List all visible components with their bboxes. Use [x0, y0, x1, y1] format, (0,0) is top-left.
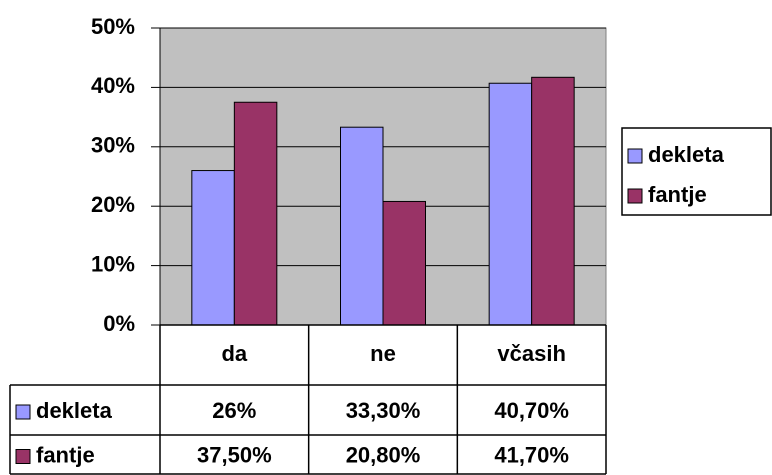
data-label: 37,50%	[197, 442, 272, 467]
y-tick-label: 20%	[91, 192, 135, 217]
legend-swatch	[15, 449, 31, 464]
y-tick-label: 0%	[103, 311, 135, 336]
legend-swatch	[627, 188, 643, 204]
bar	[531, 76, 575, 326]
legend-swatch	[15, 404, 31, 420]
row-label: fantje	[36, 442, 95, 467]
x-tick-label: včasih	[497, 341, 566, 366]
bar	[340, 126, 384, 326]
data-label: 26%	[212, 398, 256, 423]
data-label: 20,80%	[346, 442, 421, 467]
data-label: 40,70%	[494, 398, 569, 423]
y-tick-label: 50%	[91, 14, 135, 39]
y-tick-label: 40%	[91, 73, 135, 98]
data-label: 41,70%	[494, 442, 569, 467]
bar	[488, 82, 533, 326]
x-tick-label: ne	[370, 341, 396, 366]
legend	[621, 127, 772, 216]
legend-label: fantje	[648, 182, 707, 207]
y-tick-label: 10%	[91, 251, 135, 276]
legend-label: dekleta	[648, 142, 725, 167]
row-label: dekleta	[36, 398, 113, 423]
bar	[233, 101, 278, 326]
data-label: 33,30%	[346, 398, 421, 423]
bar	[191, 170, 235, 326]
legend-swatch	[627, 148, 643, 164]
bar	[382, 200, 426, 326]
y-tick-label: 30%	[91, 133, 135, 158]
x-tick-label: da	[221, 341, 247, 366]
